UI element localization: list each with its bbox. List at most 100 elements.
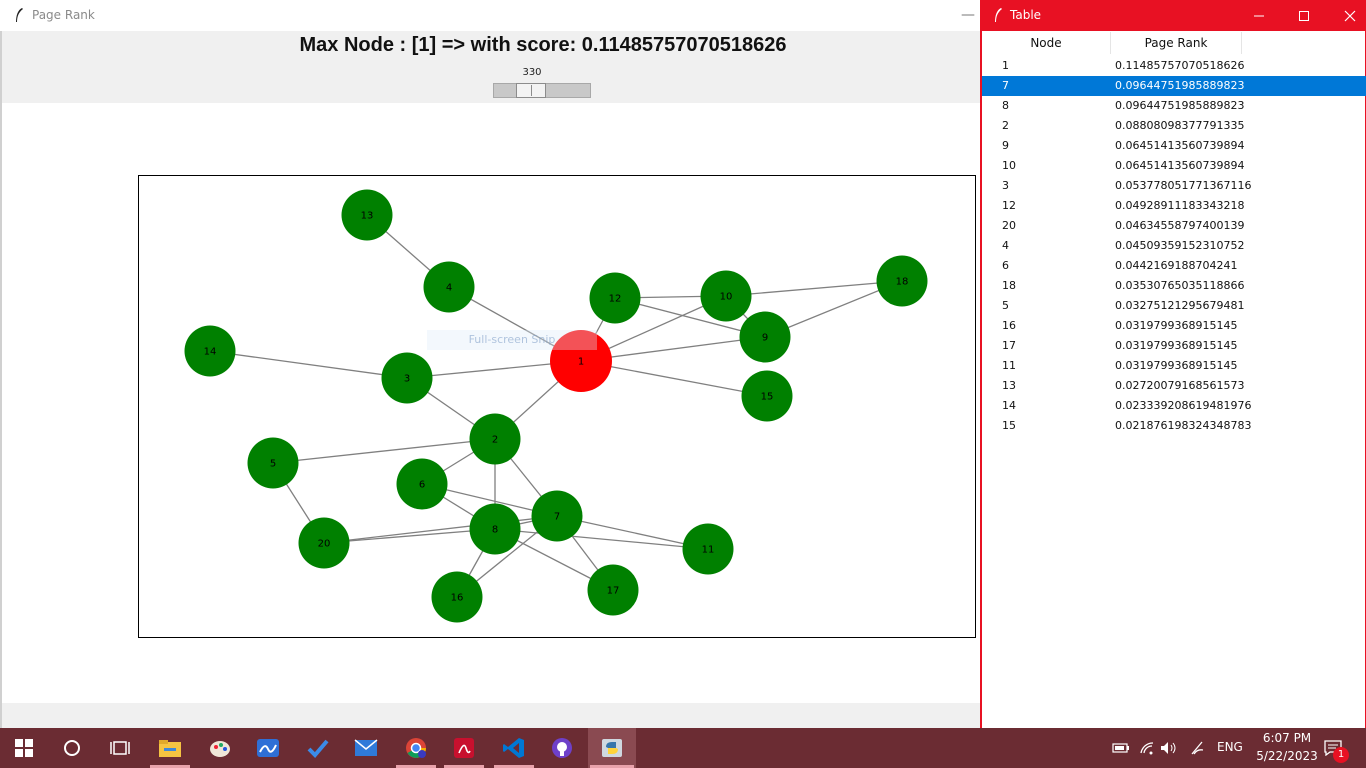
- table-row[interactable]: 2 0.08808098377791335: [982, 116, 1366, 136]
- graph-node-circle: [469, 413, 521, 465]
- cell-page-rank: 0.03530765035118866: [1115, 279, 1245, 292]
- pen-icon[interactable]: [1182, 728, 1212, 768]
- cell-node: 17: [1002, 339, 1016, 352]
- wifi-icon[interactable]: [1132, 728, 1162, 768]
- graph-node-label: 5: [270, 459, 276, 470]
- table-row[interactable]: 14 0.023339208619481976: [982, 396, 1366, 416]
- cell-node: 3: [1002, 179, 1009, 192]
- graph-edge-8-11: [494, 528, 709, 550]
- table-row[interactable]: 15 0.021876198324348783: [982, 416, 1366, 436]
- whiteboard-icon[interactable]: [244, 728, 292, 768]
- cell-page-rank: 0.04928911183343218: [1115, 199, 1245, 212]
- graph-node-circle: [739, 311, 791, 363]
- graph-node-circle: [589, 272, 641, 324]
- search-icon[interactable]: [48, 728, 96, 768]
- table-row[interactable]: 7 0.09644751985889823: [982, 76, 1366, 96]
- graph-node-label: 18: [896, 277, 909, 288]
- graph-node-circle: [298, 517, 350, 569]
- windows-start-icon[interactable]: [0, 728, 48, 768]
- task-view-icon[interactable]: [96, 728, 144, 768]
- graph-node-circle: [700, 270, 752, 322]
- feather-icon: [995, 8, 1002, 22]
- table-row[interactable]: 9 0.06451413560739894: [982, 136, 1366, 156]
- acrobat-icon[interactable]: [440, 728, 488, 768]
- volume-icon[interactable]: [1154, 728, 1184, 768]
- table-row[interactable]: 1 0.11485757070518626: [982, 56, 1366, 76]
- graph-edge-10-18: [725, 280, 903, 297]
- table-row[interactable]: 11 0.0319799368915145: [982, 356, 1366, 376]
- graph-edge-2-5: [272, 438, 496, 464]
- column-header-page-rank[interactable]: Page Rank: [1111, 32, 1242, 54]
- table-row[interactable]: 3 0.053778051771367116: [982, 176, 1366, 196]
- graph-node-label: 17: [607, 586, 620, 597]
- main-window-title: Page Rank: [32, 8, 95, 22]
- cell-page-rank: 0.03275121295679481: [1115, 299, 1245, 312]
- table-row[interactable]: 5 0.03275121295679481: [982, 296, 1366, 316]
- cell-page-rank: 0.053778051771367116: [1115, 179, 1252, 192]
- graph-node-circle: [741, 370, 793, 422]
- graph-node-label: 3: [404, 374, 410, 385]
- main-titlebar[interactable]: [0, 0, 982, 31]
- language-indicator[interactable]: ENG: [1217, 740, 1243, 754]
- graph-node-circle: [341, 189, 393, 241]
- running-indicator: [150, 765, 190, 768]
- table-row[interactable]: 10 0.06451413560739894: [982, 156, 1366, 176]
- cell-page-rank: 0.09644751985889823: [1115, 99, 1245, 112]
- notification-badge: 1: [1333, 747, 1349, 763]
- notification-icon[interactable]: [1318, 728, 1348, 768]
- graph-node-circle: [423, 261, 475, 313]
- cell-node: 6: [1002, 259, 1009, 272]
- graph-node-circle: [396, 458, 448, 510]
- todo-icon[interactable]: [294, 728, 342, 768]
- table-row[interactable]: 16 0.0319799368915145: [982, 316, 1366, 336]
- graph-node-18: 18: [876, 255, 928, 307]
- minimize-button[interactable]: [1236, 0, 1282, 31]
- file-explorer-icon[interactable]: [146, 728, 194, 768]
- cell-page-rank: 0.0319799368915145: [1115, 359, 1238, 372]
- graph-node-13: 13: [341, 189, 393, 241]
- snip-hint: Full-screen Snip: [427, 330, 597, 350]
- table-row[interactable]: 6 0.0442169188704241: [982, 256, 1366, 276]
- battery-icon[interactable]: [1106, 728, 1136, 768]
- chrome-icon[interactable]: [392, 728, 440, 768]
- minimize-icon: [1254, 15, 1264, 16]
- graph-node-label: 20: [318, 539, 331, 550]
- clock-date[interactable]: 5/22/2023: [1256, 749, 1318, 763]
- cell-page-rank: 0.09644751985889823: [1115, 79, 1245, 92]
- cell-page-rank: 0.08808098377791335: [1115, 119, 1245, 132]
- graph-node-circle: [550, 330, 612, 392]
- graph-node-circle: [587, 564, 639, 616]
- table-row[interactable]: 18 0.03530765035118866: [982, 276, 1366, 296]
- clock-time[interactable]: 6:07 PM: [1262, 731, 1312, 745]
- running-indicator: [444, 765, 484, 768]
- paint-icon[interactable]: [196, 728, 244, 768]
- maximize-button[interactable]: [1281, 0, 1327, 31]
- table-row[interactable]: 8 0.09644751985889823: [982, 96, 1366, 116]
- graph-node-20: 20: [298, 517, 350, 569]
- table-row[interactable]: 17 0.0319799368915145: [982, 336, 1366, 356]
- column-header-node[interactable]: Node: [982, 32, 1111, 54]
- cell-node: 5: [1002, 299, 1009, 312]
- table-row[interactable]: 20 0.04634558797400139: [982, 216, 1366, 236]
- table-row[interactable]: 12 0.04928911183343218: [982, 196, 1366, 216]
- cell-node: 2: [1002, 119, 1009, 132]
- table-window-title: Table: [1010, 8, 1042, 22]
- vscode-icon[interactable]: [490, 728, 538, 768]
- cell-node: 10: [1002, 159, 1016, 172]
- table-row[interactable]: 4 0.04509359152310752: [982, 236, 1366, 256]
- graph-edge-14-3: [209, 350, 408, 379]
- minimize-button[interactable]: —: [961, 7, 975, 23]
- table-titlebar[interactable]: [980, 0, 1366, 31]
- close-icon: [1344, 10, 1356, 21]
- github-icon[interactable]: [538, 728, 586, 768]
- mail-icon[interactable]: [342, 728, 390, 768]
- graph-node-5: 5: [247, 437, 299, 489]
- close-button[interactable]: [1327, 0, 1366, 31]
- table-row[interactable]: 13 0.02720079168561573: [982, 376, 1366, 396]
- graph-node-label: 13: [361, 211, 374, 222]
- python-icon[interactable]: [588, 728, 636, 768]
- graph-node-circle: [184, 325, 236, 377]
- graph-node-4: 4: [423, 261, 475, 313]
- cell-node: 20: [1002, 219, 1016, 232]
- graph-node-label: 2: [492, 435, 498, 446]
